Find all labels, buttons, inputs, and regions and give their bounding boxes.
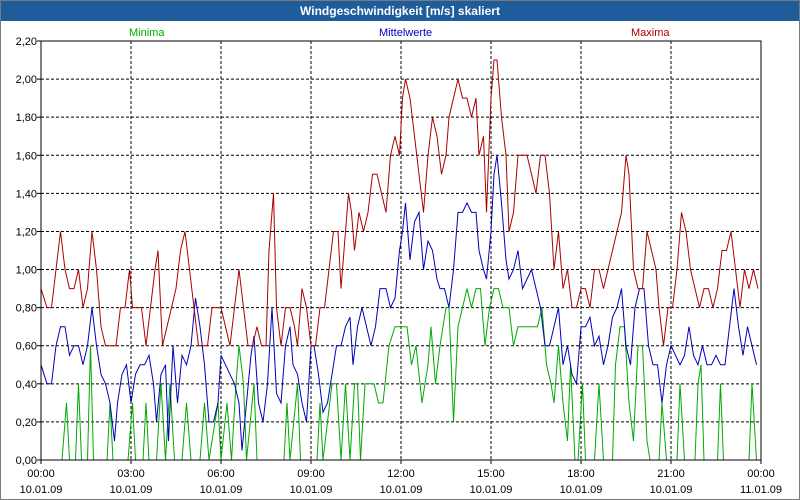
legend-maxima: Maxima	[631, 27, 670, 39]
y-tick-label: 1,60	[16, 150, 37, 162]
y-tick-label: 0,00	[16, 455, 37, 467]
x-tick-time: 09:00	[297, 468, 325, 480]
x-tick-date: 11.01.09	[740, 484, 782, 496]
x-tick-time: 15:00	[477, 468, 505, 480]
x-tick-time: 06:00	[207, 468, 235, 480]
grid-lines	[41, 41, 761, 460]
series-line-minima	[41, 288, 757, 461]
legend-mittelwerte: Mittelwerte	[379, 27, 432, 39]
y-tick-label: 0,40	[16, 379, 37, 391]
x-tick-time: 03:00	[117, 468, 145, 480]
x-tick-date: 10.01.09	[380, 484, 423, 496]
x-tick-time: 00:00	[747, 468, 775, 480]
x-tick-time: 00:00	[27, 468, 55, 480]
series-line-maxima	[40, 59, 759, 347]
x-tick-date: 10.01.09	[560, 484, 603, 496]
y-tick-label: 1,80	[16, 112, 37, 124]
chart-plot: 0,00 0,20 0,40 0,60 0,80 1,00 1,20 1,40 1,60 1,80…	[16, 27, 782, 496]
x-tick-date: 10.01.09	[200, 484, 243, 496]
x-tick-date: 10.01.09	[290, 484, 333, 496]
legend-minima: Minima	[129, 27, 165, 39]
x-axis-ticks: 00:00 10.01.09 03:00 10.01.09 06:00 10.01.09 0…	[20, 460, 782, 496]
y-tick-label: 1,20	[16, 226, 37, 238]
x-tick-time: 18:00	[567, 468, 595, 480]
y-tick-label: 2,00	[16, 74, 37, 86]
legend: Minima Mittelwerte Maxima	[129, 27, 670, 39]
y-tick-label: 0,80	[16, 303, 37, 315]
y-tick-label: 2,20	[16, 36, 37, 48]
y-tick-label: 0,20	[16, 417, 37, 429]
x-tick-date: 10.01.09	[470, 484, 513, 496]
window-title: Windgeschwindigkeit [m/s] skaliert	[1, 1, 799, 21]
y-tick-label: 1,40	[16, 188, 37, 200]
y-tick-label: 0,60	[16, 341, 37, 353]
series-line-mittelwerte	[40, 155, 757, 451]
series-lines	[40, 59, 759, 461]
x-tick-time: 21:00	[657, 468, 685, 480]
x-tick-date: 10.01.09	[110, 484, 153, 496]
x-tick-date: 10.01.09	[20, 484, 63, 496]
x-tick-date: 10.01.09	[650, 484, 693, 496]
x-tick-time: 12:00	[387, 468, 415, 480]
y-axis-ticks: 0,00 0,20 0,40 0,60 0,80 1,00 1,20 1,40 1,60 1,80…	[16, 36, 41, 467]
y-tick-label: 1,00	[16, 265, 37, 277]
